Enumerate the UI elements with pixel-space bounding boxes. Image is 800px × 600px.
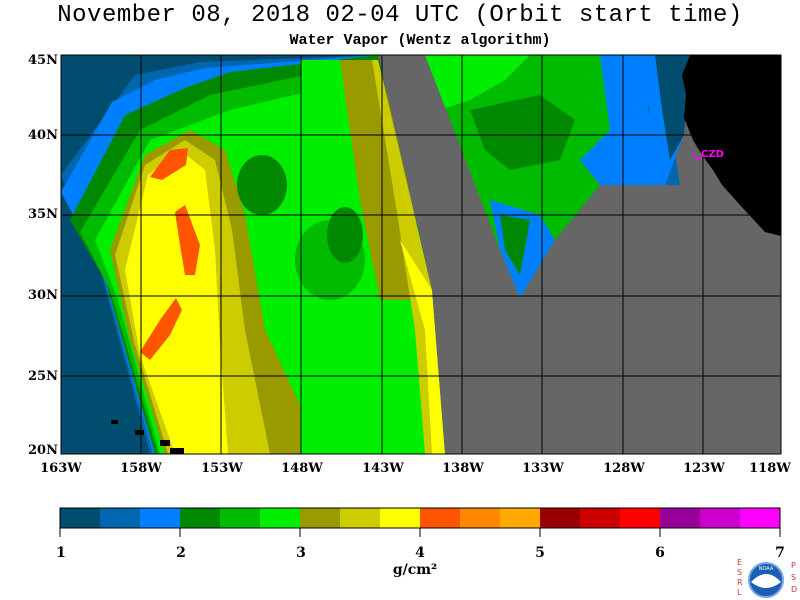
- colorbar-swatch: [60, 508, 100, 528]
- wv-patch-3: [327, 207, 363, 263]
- colorbar-tick-5: 5: [535, 545, 545, 561]
- colorbar: [59, 507, 781, 537]
- lon-label-128w: 128W: [603, 461, 645, 476]
- lon-label-123w: 123W: [683, 461, 725, 476]
- lon-label-118w: 118W: [749, 461, 791, 476]
- lat-label-35n: 35N: [28, 207, 58, 222]
- lat-label-25n: 25N: [28, 369, 58, 384]
- swath-west: [61, 55, 445, 454]
- station-marker-icon: [692, 152, 702, 162]
- logo-letter-s: S: [737, 568, 742, 577]
- graticule: [61, 55, 781, 454]
- wv-band-5-north: [425, 55, 530, 110]
- colorbar-swatch: [340, 508, 380, 528]
- colorbar-tick-2: 2: [176, 545, 186, 561]
- logo-letter-l: L: [737, 588, 742, 597]
- noaa-emblem-text: NOAA: [759, 566, 774, 572]
- lat-label-45n: 45N: [28, 53, 58, 68]
- island-maui: [160, 440, 170, 446]
- colorbar-swatch: [500, 508, 540, 528]
- lon-label-153w: 153W: [201, 461, 243, 476]
- colorbar-swatch: [580, 508, 620, 528]
- lon-label-138w: 138W: [442, 461, 484, 476]
- colorbar-swatch: [660, 508, 700, 528]
- colorbar-swatch: [220, 508, 260, 528]
- lon-label-148w: 148W: [281, 461, 323, 476]
- colorbar-swatch: [300, 508, 340, 528]
- colorbar-swatch: [260, 508, 300, 528]
- wv-band-9-a: [150, 148, 188, 180]
- product-subtitle: Water Vapor (Wentz algorithm): [289, 32, 551, 49]
- wv-band-8-east: [400, 240, 445, 454]
- colorbar-swatch: [700, 508, 740, 528]
- lat-label-20n: 20N: [28, 443, 58, 458]
- wv-band-0-coast: [655, 55, 690, 160]
- colorbar-swatch: [460, 508, 500, 528]
- logo-letter-r: R: [737, 578, 743, 587]
- wv-band-9-b: [175, 205, 200, 275]
- lon-label-143w: 143W: [362, 461, 404, 476]
- colorbar-swatch: [540, 508, 580, 528]
- colorbar-swatch: [620, 508, 660, 528]
- island-hawaii: [170, 448, 184, 454]
- colorbar-tick-1: 1: [56, 545, 66, 561]
- land-north-america: [682, 55, 781, 236]
- colorbar-swatch: [140, 508, 180, 528]
- lon-label-133w: 133W: [522, 461, 564, 476]
- island-oahu: [135, 430, 144, 435]
- colorbar-swatch: [420, 508, 460, 528]
- wv-band-9-c: [140, 298, 182, 360]
- wv-patch-1: [237, 155, 287, 215]
- colorbar-swatch: [740, 508, 780, 528]
- logo-letter-s2: S: [791, 573, 796, 582]
- lon-label-163w: 163W: [40, 461, 82, 476]
- colorbar-swatch: [180, 508, 220, 528]
- wv-band-3-center: [470, 95, 575, 170]
- lon-label-158w: 158W: [120, 461, 162, 476]
- colorbar-tick-4: 4: [415, 545, 425, 561]
- colorbar-tick-3: 3: [296, 545, 306, 561]
- page-title: November 08, 2018 02-04 UTC (Orbit start…: [57, 2, 743, 29]
- wv-band-3-south: [500, 215, 530, 275]
- logo-letter-e: E: [737, 558, 742, 567]
- logo-letter-d: D: [791, 585, 797, 594]
- colorbar-swatch: [100, 508, 140, 528]
- noaa-esrl-psd-logo: E S R L P S D NOAA: [737, 558, 797, 598]
- colorbar-tick-7: 7: [775, 545, 785, 561]
- map-frame: [60, 54, 782, 455]
- lat-label-30n: 30N: [28, 288, 58, 303]
- station-czd: CZD: [692, 149, 724, 162]
- colorbar-units: g/cm²: [392, 562, 438, 578]
- lat-label-40n: 40N: [28, 128, 58, 143]
- colorbar-tick-6: 6: [655, 545, 665, 561]
- logo-letter-p: P: [791, 561, 796, 570]
- colorbar-swatch: [380, 508, 420, 528]
- station-label: CZD: [701, 149, 724, 160]
- island-kauai: [111, 420, 118, 424]
- noaa-bird-icon: [751, 574, 781, 588]
